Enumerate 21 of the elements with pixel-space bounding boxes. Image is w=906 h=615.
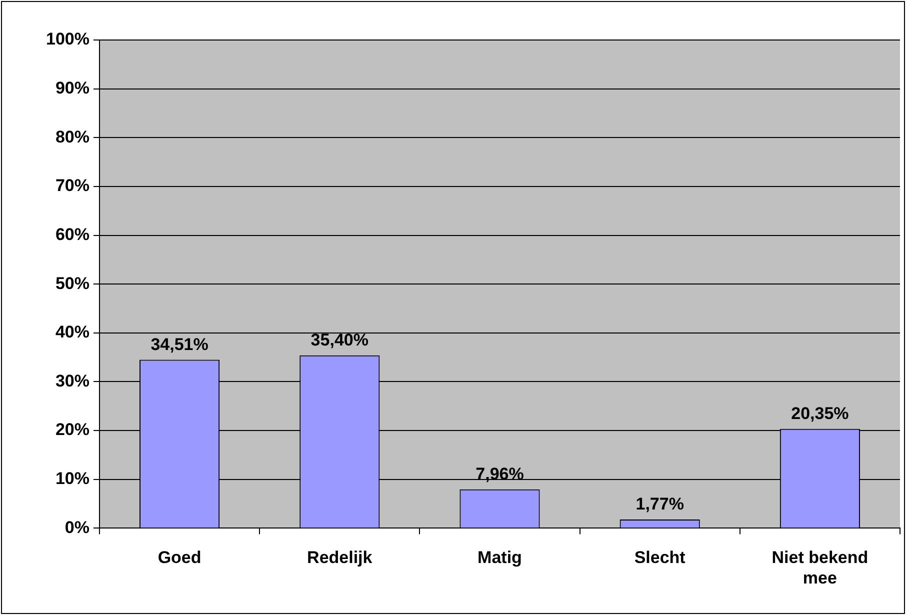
y-tick-label: 90% (55, 78, 90, 98)
x-tick-label: Slecht (634, 548, 686, 568)
x-tick-label: Niet bekend mee (772, 548, 868, 588)
data-label: 7,96% (476, 464, 524, 484)
y-tick-label: 30% (55, 371, 90, 390)
data-label: 35,40% (310, 330, 368, 350)
x-tick-label: Matig (478, 548, 522, 568)
y-tick-label: 70% (55, 176, 90, 196)
x-tick-label: Goed (158, 548, 202, 568)
data-label: 20,35% (791, 404, 849, 424)
data-label: 34,51% (150, 334, 208, 354)
y-tick-label: 10% (55, 469, 90, 488)
y-tick-label: 50% (55, 274, 90, 293)
y-tick-label: 100% (46, 30, 90, 49)
y-tick-label: 80% (55, 127, 90, 146)
x-tick-label: Redelijk (307, 548, 373, 568)
y-tick-label: 20% (55, 420, 90, 440)
y-tick-label: 60% (55, 224, 90, 244)
data-label: 1,77% (636, 494, 684, 514)
y-tick-label: 0% (64, 518, 90, 537)
y-tick-label: 40% (55, 322, 90, 342)
